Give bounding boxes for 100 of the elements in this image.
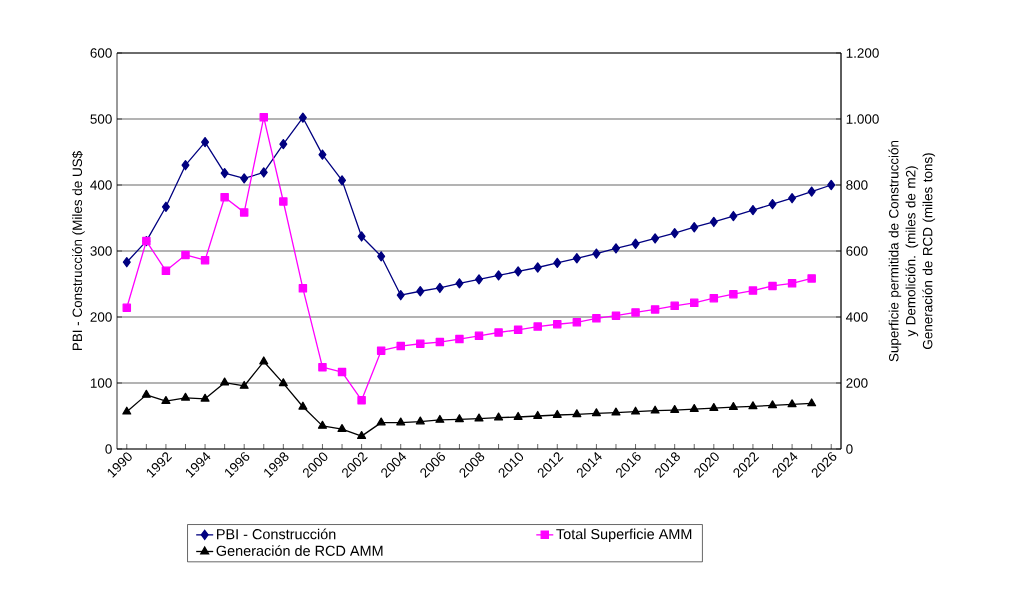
point (220, 377, 230, 386)
point (807, 274, 816, 283)
point (807, 186, 816, 197)
point (827, 179, 836, 191)
point (454, 414, 464, 423)
point (611, 311, 621, 320)
point (279, 197, 288, 206)
point (259, 356, 269, 365)
point (259, 113, 269, 122)
point (298, 401, 308, 410)
point (220, 192, 229, 202)
point (278, 378, 288, 387)
point (455, 278, 464, 289)
point (729, 289, 738, 299)
point (650, 305, 660, 314)
point (807, 398, 817, 407)
point (592, 248, 601, 259)
legend-label: PBI - Construcción (217, 528, 336, 540)
point (689, 403, 699, 412)
point (357, 395, 366, 405)
point (514, 266, 523, 277)
y2-tick-label: 1.000 (846, 114, 879, 124)
point (788, 193, 797, 204)
point (787, 399, 797, 408)
point (318, 362, 327, 372)
point (122, 303, 132, 313)
point (279, 138, 288, 150)
point (240, 173, 249, 184)
point (748, 401, 758, 410)
point (533, 410, 543, 419)
point (201, 136, 210, 148)
point (670, 301, 679, 311)
point (670, 228, 679, 239)
point (396, 290, 405, 301)
point (122, 406, 132, 415)
point (748, 286, 758, 295)
point (181, 160, 190, 171)
point (474, 274, 484, 285)
y-tick-label: 500 (90, 114, 112, 124)
point (474, 413, 484, 422)
y-axis-title: PBI - Construcción (Miles de US$ (71, 151, 85, 351)
point (591, 408, 601, 417)
y2-tick-label: 0 (846, 444, 853, 454)
point (122, 257, 131, 268)
point (161, 396, 171, 405)
point (709, 293, 719, 303)
y-tick-label: 300 (90, 246, 112, 256)
point (552, 409, 562, 418)
y-tick-label: 600 (90, 48, 112, 58)
y2-tick-label: 200 (846, 378, 868, 388)
point (533, 262, 542, 273)
point (357, 231, 366, 242)
point (435, 414, 445, 423)
point (474, 331, 484, 341)
point (670, 404, 680, 413)
point (435, 282, 444, 294)
point (161, 266, 171, 276)
point (494, 412, 504, 421)
point (709, 216, 718, 228)
point (220, 167, 229, 179)
point (690, 222, 699, 233)
y-tick-label: 100 (90, 378, 112, 388)
point (572, 409, 582, 418)
point (690, 298, 699, 308)
y2-axis-title: Superficie permitida de Construcción y Demolición. (miles de m2) Generación de RCD (miles tons) (888, 140, 936, 362)
point (650, 405, 660, 414)
legend-label: Total Superficie AMM (556, 528, 692, 543)
point (317, 420, 328, 429)
point (768, 281, 777, 291)
point (767, 400, 778, 409)
point (396, 417, 406, 426)
point (494, 270, 503, 281)
y2-tick-label: 1.200 (846, 48, 879, 58)
point (768, 198, 777, 210)
point (435, 337, 445, 347)
point (181, 250, 190, 260)
y-tick-label: 0 (105, 444, 112, 454)
point (494, 328, 503, 337)
point (338, 175, 347, 186)
point (553, 320, 562, 329)
point (415, 416, 425, 425)
point (513, 325, 523, 335)
point (651, 233, 660, 244)
y2-tick-label: 800 (846, 180, 868, 190)
point (337, 424, 347, 433)
point (611, 243, 620, 254)
y2-tick-label: 400 (846, 312, 868, 322)
point (318, 149, 327, 160)
point (748, 204, 757, 216)
point (200, 393, 210, 402)
point (709, 402, 719, 411)
point (416, 286, 425, 297)
point (553, 257, 562, 269)
point (513, 411, 523, 420)
point (572, 318, 582, 327)
point (337, 367, 347, 377)
point (631, 238, 640, 249)
point (611, 407, 621, 416)
point (377, 251, 386, 262)
point (239, 380, 249, 389)
